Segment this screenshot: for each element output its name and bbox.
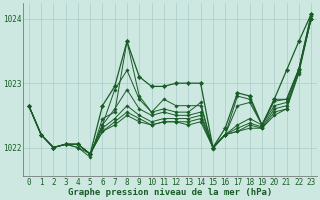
X-axis label: Graphe pression niveau de la mer (hPa): Graphe pression niveau de la mer (hPa) <box>68 188 272 197</box>
